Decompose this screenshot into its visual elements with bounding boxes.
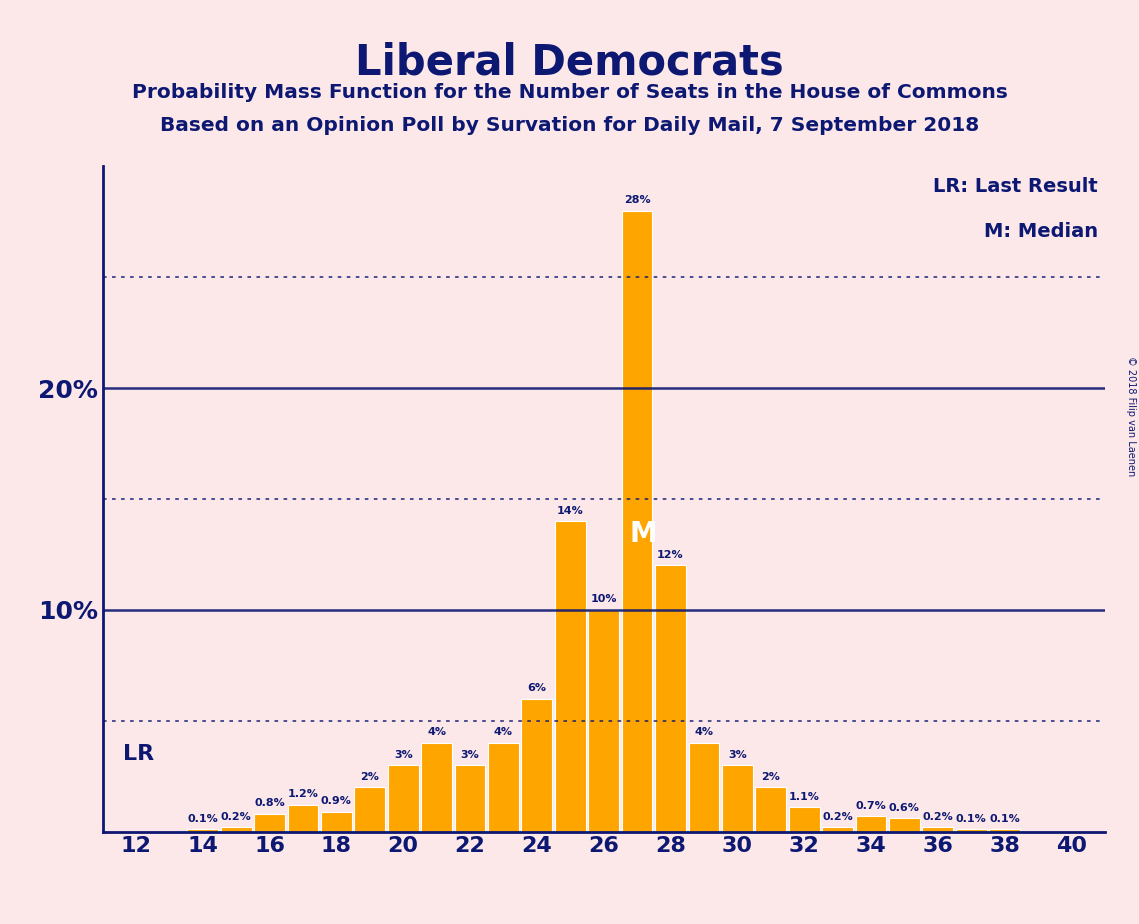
Text: 0.8%: 0.8% [254, 798, 285, 808]
Text: © 2018 Filip van Laenen: © 2018 Filip van Laenen [1126, 356, 1136, 476]
Text: 0.9%: 0.9% [321, 796, 352, 806]
Text: 12%: 12% [657, 550, 683, 560]
Text: 4%: 4% [494, 727, 513, 737]
Bar [890, 819, 919, 832]
Text: 2%: 2% [360, 772, 379, 782]
Bar [489, 743, 518, 832]
Text: 10%: 10% [590, 594, 617, 604]
Text: 0.2%: 0.2% [221, 811, 252, 821]
Text: 4%: 4% [427, 727, 446, 737]
Text: 0.6%: 0.6% [888, 803, 920, 813]
Text: 0.1%: 0.1% [188, 814, 218, 824]
Bar [555, 521, 585, 832]
Bar [990, 830, 1019, 832]
Bar [923, 827, 953, 832]
Bar [789, 808, 819, 832]
Text: Probability Mass Function for the Number of Seats in the House of Commons: Probability Mass Function for the Number… [132, 83, 1007, 103]
Bar [755, 787, 786, 832]
Text: Based on an Opinion Poll by Survation for Daily Mail, 7 September 2018: Based on an Opinion Poll by Survation fo… [159, 116, 980, 136]
Text: 3%: 3% [394, 749, 412, 760]
Text: 14%: 14% [557, 505, 583, 516]
Bar [221, 827, 252, 832]
Text: LR: LR [123, 744, 154, 764]
Text: 2%: 2% [761, 772, 780, 782]
Text: 0.1%: 0.1% [956, 814, 986, 824]
Text: 0.1%: 0.1% [990, 814, 1019, 824]
Bar [321, 811, 352, 832]
Text: 4%: 4% [695, 727, 713, 737]
Text: 1.2%: 1.2% [287, 789, 319, 799]
Bar [589, 610, 618, 832]
Bar [454, 765, 485, 832]
Text: 3%: 3% [460, 749, 480, 760]
Text: M: Median: M: Median [984, 222, 1098, 241]
Bar [288, 805, 318, 832]
Text: 0.2%: 0.2% [923, 811, 953, 821]
Text: 0.2%: 0.2% [822, 811, 853, 821]
Text: Liberal Democrats: Liberal Democrats [355, 42, 784, 83]
Text: 6%: 6% [527, 683, 547, 693]
Text: LR: Last Result: LR: Last Result [933, 177, 1098, 197]
Text: 0.7%: 0.7% [855, 800, 886, 810]
Bar [855, 816, 886, 832]
Bar [254, 814, 285, 832]
Bar [655, 565, 686, 832]
Bar [421, 743, 452, 832]
Bar [622, 211, 653, 832]
Bar [354, 787, 385, 832]
Text: M: M [630, 519, 657, 548]
Bar [722, 765, 753, 832]
Bar [689, 743, 719, 832]
Bar [522, 699, 552, 832]
Bar [388, 765, 418, 832]
Bar [956, 830, 986, 832]
Text: 3%: 3% [728, 749, 747, 760]
Text: 28%: 28% [624, 195, 650, 205]
Bar [188, 830, 218, 832]
Bar [822, 827, 853, 832]
Text: 1.1%: 1.1% [788, 792, 820, 802]
